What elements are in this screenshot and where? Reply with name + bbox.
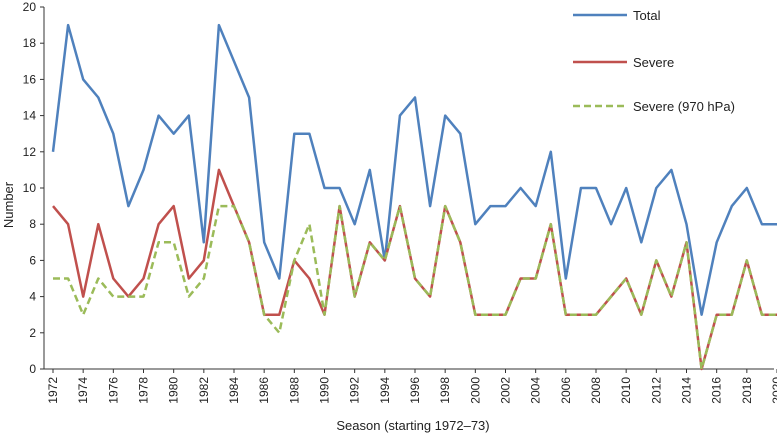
x-tick-label: 2004: [529, 377, 543, 404]
y-tick-label: 0: [29, 362, 36, 376]
y-tick-label: 12: [23, 145, 37, 159]
y-tick-label: 6: [29, 253, 36, 267]
y-tick-label: 2: [29, 326, 36, 340]
x-tick-label: 1972: [46, 377, 60, 404]
y-tick-label: 14: [23, 109, 37, 123]
x-tick-label: 2014: [680, 377, 694, 404]
series-line-total: [51, 23, 777, 316]
x-tick-label: 1996: [408, 377, 422, 404]
series-layer: [51, 23, 777, 371]
x-axis-title: Season (starting 1972–73): [336, 418, 489, 433]
x-tick-label: 2016: [710, 377, 724, 404]
x-tick-label: 2006: [559, 377, 573, 404]
legend: Total Severe Severe (970 hPa): [573, 8, 735, 114]
x-tick-label: 1992: [348, 377, 362, 404]
legend-label: Severe: [633, 55, 674, 70]
x-tick-label: 1978: [137, 377, 151, 404]
y-tick-label: 8: [29, 217, 36, 231]
x-tick-label: 1990: [318, 377, 332, 404]
x-tick-label: 2018: [740, 377, 754, 404]
y-tick-label: 20: [23, 0, 37, 14]
x-tick-label: 2000: [468, 377, 482, 404]
x-tick-label: 1980: [167, 377, 181, 404]
x-tick-label: 2002: [499, 377, 513, 404]
x-tick-label: 2012: [649, 377, 663, 404]
y-axis-title: Number: [1, 181, 16, 228]
legend-label: Severe (970 hPa): [633, 99, 735, 114]
x-tick-label: 1986: [257, 377, 271, 404]
series-line-severe-970-hpa: [53, 204, 777, 371]
x-tick-label: 2020: [770, 377, 777, 404]
y-tick-label: 16: [23, 72, 37, 86]
y-tick-label: 10: [23, 181, 37, 195]
x-tick-label: 1994: [378, 377, 392, 404]
x-tick-label: 1974: [76, 377, 90, 404]
y-axis-ticks: 0 2 4 6 8 10 12 14 16 18 20: [23, 0, 44, 376]
x-axis-ticks: 1972 1974 1976 1978 1980 1982 1984 1986 1988 1990…: [46, 369, 777, 404]
x-tick-label: 2010: [619, 377, 633, 404]
y-tick-label: 18: [23, 36, 37, 50]
x-tick-label: 1976: [106, 377, 120, 404]
x-tick-label: 1982: [197, 377, 211, 404]
x-tick-label: 1998: [438, 377, 452, 404]
legend-label: Total: [633, 8, 661, 23]
x-tick-label: 1988: [287, 377, 301, 404]
series-line-severe: [52, 168, 777, 371]
y-tick-label: 4: [29, 290, 36, 304]
x-tick-label: 2008: [589, 377, 603, 404]
x-tick-label: 1984: [227, 377, 241, 404]
